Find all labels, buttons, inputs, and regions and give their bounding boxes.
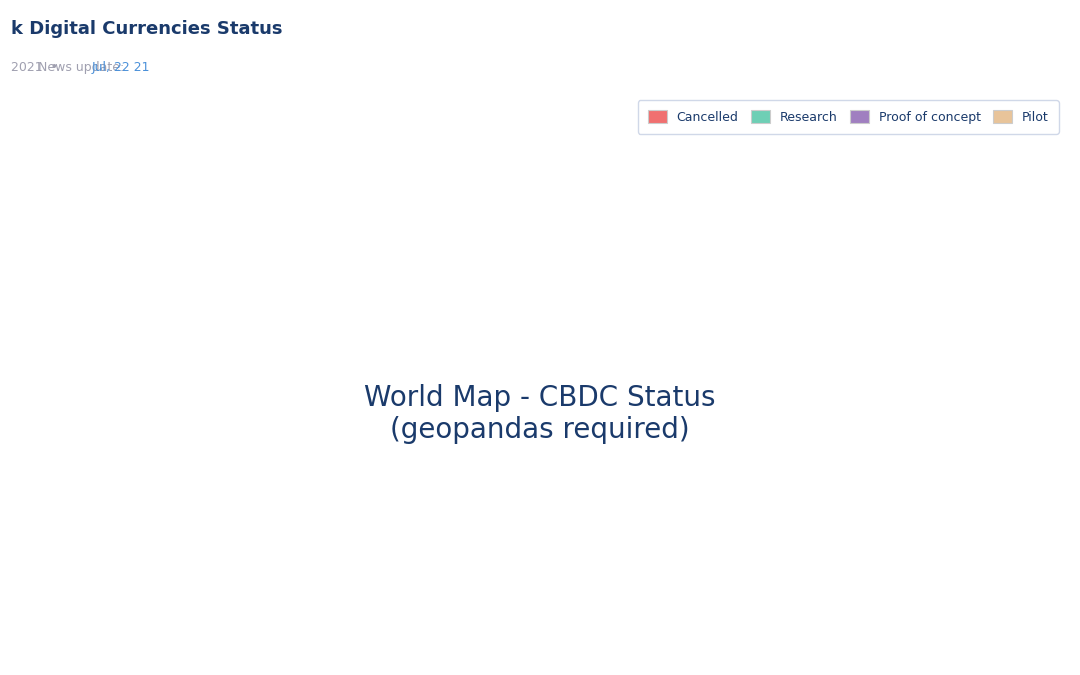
Text: Jul, 22 21: Jul, 22 21	[92, 61, 150, 74]
Text: News update:: News update:	[38, 61, 129, 74]
Text: k Digital Currencies Status: k Digital Currencies Status	[11, 20, 282, 38]
Legend: Cancelled, Research, Proof of concept, Pilot: Cancelled, Research, Proof of concept, P…	[638, 100, 1058, 134]
Text: World Map - CBDC Status
(geopandas required): World Map - CBDC Status (geopandas requi…	[364, 383, 716, 444]
Text: 2021  •: 2021 •	[11, 61, 66, 74]
